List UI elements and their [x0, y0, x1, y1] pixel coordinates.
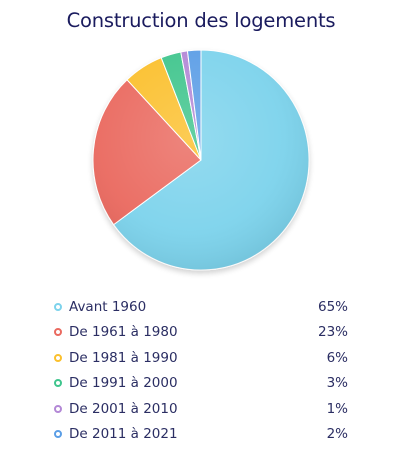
legend-item[interactable]: De 1991 à 2000 3% — [53, 371, 348, 397]
legend-value: 23% — [317, 324, 348, 341]
legend-value: 2% — [326, 426, 348, 443]
legend-item[interactable]: De 1961 à 1980 23% — [53, 320, 348, 346]
pie-chart — [92, 49, 310, 271]
legend-label: De 1961 à 1980 — [69, 324, 178, 341]
legend-value: 65% — [317, 298, 348, 315]
legend-label: Avant 1960 — [69, 298, 147, 315]
legend-value: 1% — [326, 400, 348, 417]
legend-label: De 1981 à 1990 — [69, 349, 178, 366]
legend-marker-icon — [54, 302, 62, 311]
legend-item[interactable]: De 1981 à 1990 6% — [53, 345, 348, 371]
legend-marker-icon — [54, 430, 62, 439]
legend-value: 6% — [326, 349, 348, 366]
legend-marker-icon — [54, 353, 62, 362]
legend-value: 3% — [326, 375, 348, 392]
legend-label: De 2011 à 2021 — [69, 426, 178, 443]
legend-marker-icon — [54, 328, 62, 337]
legend-item[interactable]: De 2001 à 2010 1% — [53, 396, 348, 422]
legend-marker-icon — [54, 379, 62, 388]
chart-legend: Avant 1960 65% De 1961 à 1980 23% De 1981 à … — [53, 294, 348, 447]
legend-label: De 2001 à 2010 — [69, 400, 178, 417]
legend-item[interactable]: Avant 1960 65% — [53, 294, 348, 320]
legend-marker-icon — [54, 404, 62, 413]
chart-title: Construction des logements — [66, 9, 336, 32]
legend-item[interactable]: De 2011 à 2021 2% — [53, 422, 348, 448]
legend-label: De 1991 à 2000 — [69, 375, 178, 392]
